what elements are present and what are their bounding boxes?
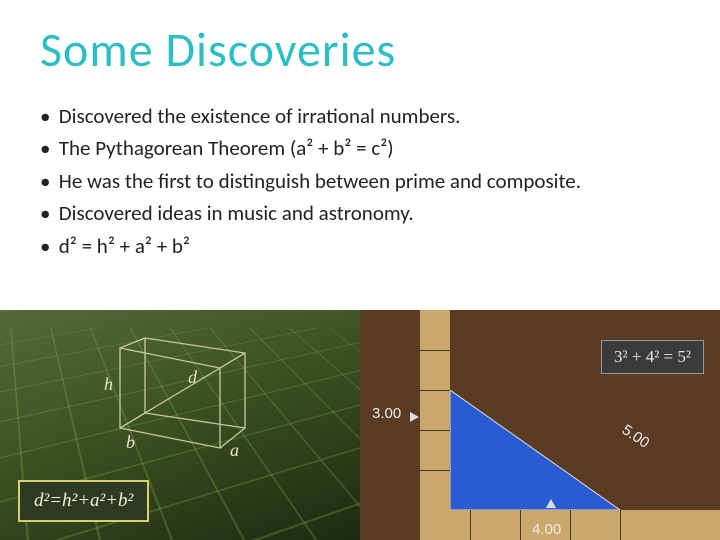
arrow-right-icon xyxy=(410,412,419,422)
bullet-text: Discovered ideas in music and astronomy. xyxy=(59,200,414,226)
cube-label-b: b xyxy=(126,432,135,452)
bullet-item: • Discovered the existence of irrational… xyxy=(40,101,680,131)
bullet-text: The Pythagorean Theorem (a² + b² = c²) xyxy=(59,135,394,161)
arrow-up-icon xyxy=(546,499,556,508)
bullet-item: • Discovered ideas in music and astronom… xyxy=(40,198,680,228)
bullet-marker: • xyxy=(40,198,54,228)
bullet-list: • Discovered the existence of irrational… xyxy=(40,101,680,261)
bullet-text: He was the first to distinguish between … xyxy=(59,168,581,194)
cube-label-h: h xyxy=(104,374,113,394)
bullet-marker: • xyxy=(40,231,54,261)
slide: Some Discoveries • Discovered the existe… xyxy=(0,0,720,261)
bullet-marker: • xyxy=(40,166,54,196)
dim-vertical: 3.00 xyxy=(372,405,401,422)
bullet-marker: • xyxy=(40,101,54,131)
page-title: Some Discoveries xyxy=(40,20,680,79)
bullet-item: • d² = h² + a² + b² xyxy=(40,231,680,261)
cube-label-a: a xyxy=(230,440,239,460)
bullet-item: • The Pythagorean Theorem (a² + b² = c²) xyxy=(40,133,680,163)
right-figure: 3.00 4.00 5.00 3² + 4² = 5² xyxy=(360,310,720,540)
left-formula-box: d²=h²+a²+b² xyxy=(18,480,149,522)
bullet-text: Discovered the existence of irrational n… xyxy=(59,103,461,129)
cube-diagram: h d a b xyxy=(90,328,270,468)
right-formula-box: 3² + 4² = 5² xyxy=(601,340,704,374)
bullet-marker: • xyxy=(40,133,54,163)
images-row: h d a b d²=h²+a²+b² 3.00 4.00 xyxy=(0,310,720,540)
bullet-item: • He was the first to distinguish betwee… xyxy=(40,166,680,196)
triangle-diagram xyxy=(450,390,660,510)
bullet-text: d² = h² + a² + b² xyxy=(59,233,190,259)
left-figure: h d a b d²=h²+a²+b² xyxy=(0,310,360,540)
vertical-ruler xyxy=(420,310,450,540)
cube-label-d: d xyxy=(188,367,198,387)
horizontal-ruler xyxy=(420,510,720,540)
dim-horizontal: 4.00 xyxy=(532,521,561,538)
